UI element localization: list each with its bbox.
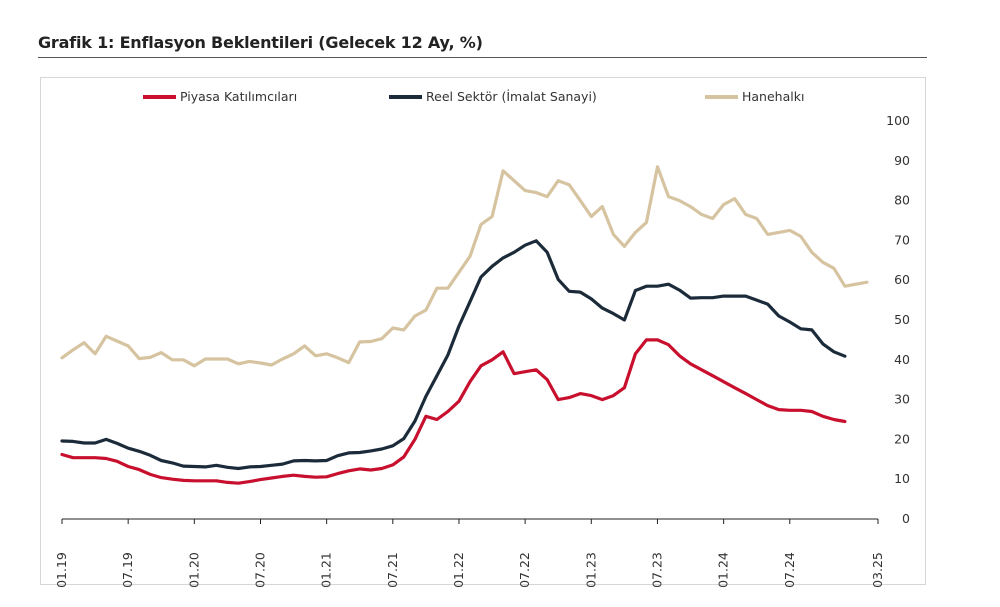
x-tick-label: 03.25 [870,552,885,588]
page-title: Grafik 1: Enflasyon Beklentileri (Gelece… [38,33,483,52]
series-line-piyasa [60,338,847,485]
series-line-reel [60,239,847,471]
x-tick-label: 07.21 [385,552,400,588]
y-tick-label: 70 [894,232,910,247]
title-divider [38,57,927,58]
y-tick-label: 40 [894,352,910,367]
x-tick-label: 01.20 [186,552,201,588]
series-layer [60,165,869,485]
x-tick-label: 01.21 [319,552,334,588]
chart-frame [40,77,926,585]
x-tick-label: 07.22 [517,552,532,588]
x-tick-label: 01.23 [583,552,598,588]
y-axis-ticks: 0 10 20 30 40 50 60 70 80 90 100 [886,113,910,526]
y-tick-label: 20 [894,431,910,446]
y-tick-label: 80 [894,193,910,208]
x-axis-ticks: 01.19 07.19 01.20 07.20 01.21 07.21 01.22 07.22… [54,519,885,588]
y-tick-label: 0 [902,511,910,526]
legend-label: Reel Sektör (İmalat Sanayi) [426,89,597,104]
x-tick-label: 01.24 [716,552,731,588]
legend: Piyasa Katılımcıları Reel Sektör (İmalat … [143,89,804,104]
y-tick-label: 10 [894,471,910,486]
y-tick-label: 60 [894,272,910,287]
y-tick-label: 50 [894,312,910,327]
x-tick-label: 07.24 [782,552,797,588]
y-tick-label: 30 [894,392,910,407]
legend-label: Hanehalkı [742,89,804,104]
series-line-hane [60,165,869,368]
x-tick-label: 07.23 [649,552,664,588]
x-tick-label: 01.19 [54,552,69,588]
legend-label: Piyasa Katılımcıları [180,89,297,104]
x-tick-label: 07.20 [252,552,267,588]
x-tick-label: 01.22 [451,552,466,588]
x-tick-label: 07.19 [120,552,135,588]
y-tick-label: 90 [894,153,910,168]
y-tick-label: 100 [886,113,910,128]
